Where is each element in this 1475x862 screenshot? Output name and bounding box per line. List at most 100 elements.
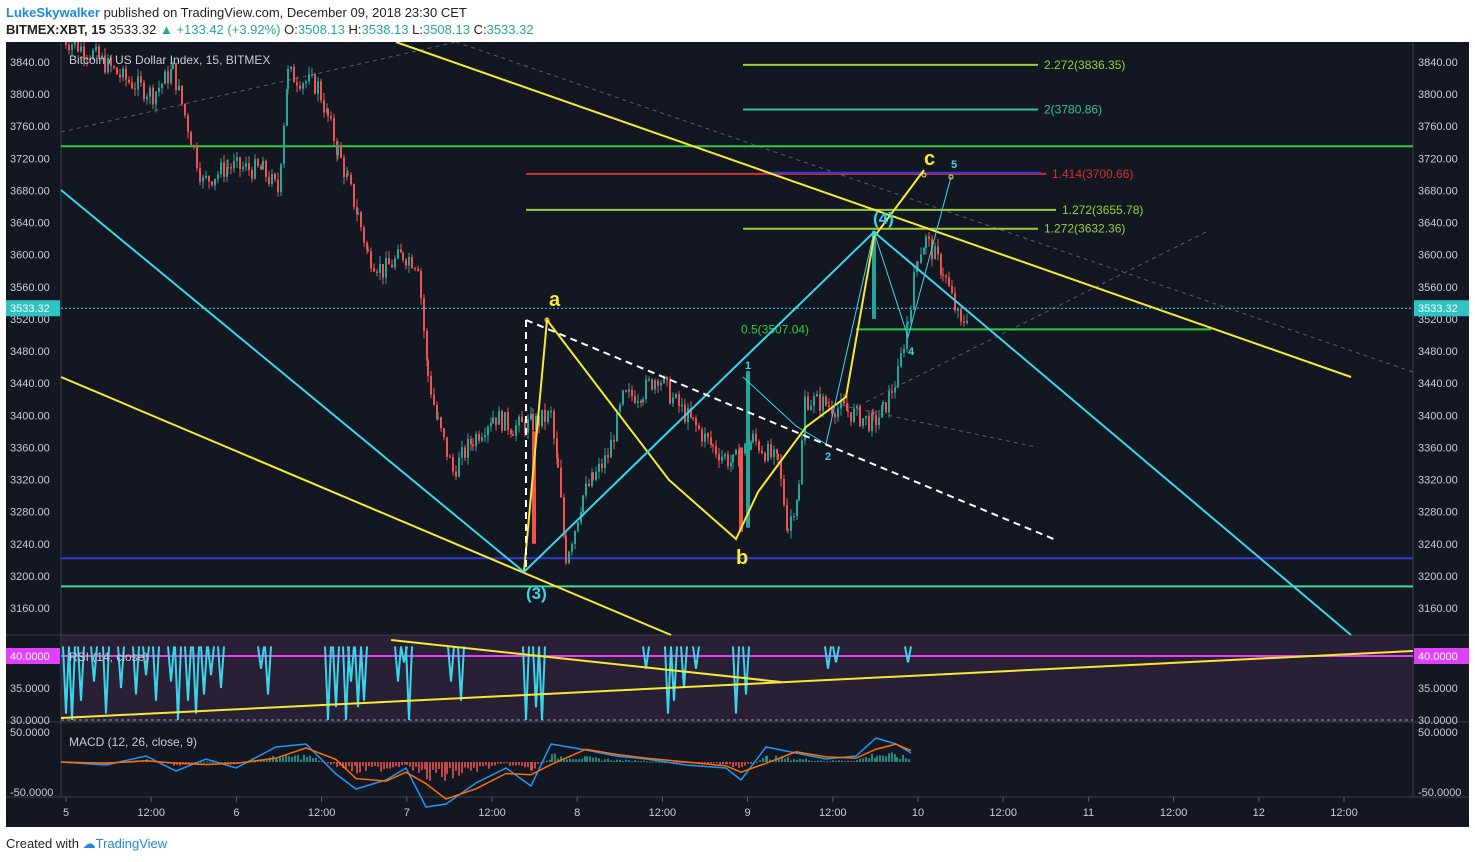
wave-label: 4 bbox=[908, 346, 915, 358]
candle-body bbox=[798, 484, 800, 501]
candle-body bbox=[831, 406, 833, 414]
time-axis-label: 12:00 bbox=[137, 807, 165, 819]
candle-body bbox=[598, 463, 600, 472]
candle-body bbox=[277, 179, 279, 193]
macd-histogram-bar bbox=[781, 756, 783, 762]
price-axis-label: 3280.00 bbox=[10, 507, 50, 519]
rsi-spike bbox=[77, 646, 85, 701]
candle-body bbox=[507, 412, 509, 431]
macd-histogram-bar bbox=[444, 762, 446, 781]
axis-layer: 3840.00 3840.00 3800.00 3800.00 3760.00 3760.… bbox=[6, 57, 1469, 819]
rsi-spike bbox=[538, 646, 546, 721]
tradingview-logo-icon[interactable]: ☁ bbox=[82, 836, 96, 851]
candle-body bbox=[675, 394, 677, 398]
macd-histogram-bar bbox=[584, 756, 586, 762]
macd-histogram-bar bbox=[722, 762, 724, 765]
tradingview-brand[interactable]: TradingView bbox=[95, 836, 168, 851]
macd-histogram-bar bbox=[527, 762, 529, 768]
candle-body bbox=[302, 83, 304, 89]
rsi-spike bbox=[360, 646, 368, 701]
macd-histogram-bar bbox=[506, 762, 508, 763]
candle-body bbox=[501, 411, 503, 431]
price-axis-label: 3800.00 bbox=[10, 89, 50, 101]
candle-body bbox=[948, 277, 950, 287]
rsi-layer: 40.0000 40.0000 35.0000 35.0000 30.0000 30.00… bbox=[6, 639, 1469, 727]
price-axis-label: 3680.00 bbox=[10, 185, 50, 197]
price-axis-label: 3480.00 bbox=[10, 346, 50, 358]
time-axis-label: 12:00 bbox=[308, 807, 336, 819]
candle-body bbox=[417, 268, 419, 271]
candle-body bbox=[170, 69, 172, 84]
macd-histogram-bar bbox=[799, 758, 801, 762]
macd-histogram-bar bbox=[563, 758, 565, 762]
candle-body bbox=[828, 405, 830, 407]
candle-body bbox=[77, 41, 79, 52]
macd-histogram-bar bbox=[838, 760, 840, 762]
candle-body bbox=[684, 404, 686, 423]
candle-body bbox=[563, 497, 565, 536]
macd-histogram-bar bbox=[646, 761, 648, 763]
candle-body bbox=[755, 433, 757, 442]
macd-histogram-bar bbox=[790, 760, 792, 762]
rsi-spike bbox=[217, 646, 225, 689]
candle-body bbox=[698, 425, 700, 430]
close-label: C: bbox=[473, 22, 487, 37]
macd-histogram-bar bbox=[682, 762, 684, 763]
tradingview-chart[interactable]: 2.272(3836.35) 2(3780.86) 1.414(3700.66) 1.… bbox=[6, 33, 1469, 827]
candle-body bbox=[353, 183, 355, 208]
price-axis-label: 3320.00 bbox=[1418, 475, 1458, 487]
fib-level-label: 1.272(3632.36) bbox=[1044, 222, 1125, 236]
macd-histogram-bar bbox=[455, 762, 457, 771]
macd-histogram-bar bbox=[377, 762, 379, 767]
price-tag-label: 3533.32 bbox=[10, 303, 50, 315]
wave-label: 1 bbox=[745, 360, 751, 372]
candle-body bbox=[475, 433, 477, 447]
macd-histogram-bar bbox=[747, 762, 749, 764]
last-price: 3533.32 bbox=[109, 22, 157, 37]
candle-body bbox=[388, 258, 390, 265]
candle-body bbox=[574, 531, 576, 545]
rsi-spike bbox=[342, 646, 350, 721]
macd-histogram-bar bbox=[619, 759, 621, 762]
candle-body bbox=[268, 176, 270, 185]
candle-body bbox=[920, 254, 922, 263]
candle-body bbox=[957, 309, 959, 311]
macd-histogram-bar bbox=[557, 758, 559, 762]
wave-label: 2 bbox=[825, 451, 831, 463]
candle-body bbox=[897, 366, 899, 388]
candle-body bbox=[167, 71, 169, 84]
chart-container[interactable]: 2.272(3836.35) 2(3780.86) 1.414(3700.66) 1.… bbox=[6, 33, 1469, 827]
macd-histogram-bar bbox=[497, 762, 499, 764]
candle-body bbox=[604, 455, 606, 469]
candle-body bbox=[770, 444, 772, 458]
macd-histogram-bar bbox=[750, 762, 752, 764]
candle-body bbox=[648, 379, 650, 381]
rsi-spike bbox=[354, 646, 362, 708]
price-series-layer bbox=[62, 33, 968, 566]
rsi-spike bbox=[174, 646, 182, 721]
candle-body bbox=[601, 463, 603, 469]
candle-body bbox=[891, 391, 893, 393]
candle-body bbox=[323, 100, 325, 113]
candle-body bbox=[752, 433, 754, 443]
candle-body bbox=[119, 74, 121, 78]
macd-histogram-bar bbox=[279, 757, 281, 762]
candle-body bbox=[452, 457, 454, 472]
candle-body bbox=[293, 66, 295, 83]
candle-body bbox=[622, 390, 624, 405]
candle-body bbox=[149, 87, 151, 97]
macd-histogram-bar bbox=[371, 762, 373, 767]
macd-signal-line bbox=[60, 743, 912, 800]
macd-histogram-bar bbox=[658, 761, 660, 763]
candle-body bbox=[807, 396, 809, 410]
macd-histogram-bar bbox=[500, 762, 502, 764]
macd-histogram-bar bbox=[847, 760, 849, 762]
candle-body bbox=[577, 522, 579, 532]
macd-histogram-bar bbox=[787, 756, 789, 762]
cyan-trend-line bbox=[523, 231, 875, 573]
candle-body bbox=[158, 87, 160, 92]
candle-body bbox=[881, 405, 883, 418]
author-link[interactable]: LukeSkywalker bbox=[6, 5, 100, 20]
macd-histogram-bar bbox=[637, 761, 639, 763]
macd-histogram-bar bbox=[607, 758, 609, 762]
